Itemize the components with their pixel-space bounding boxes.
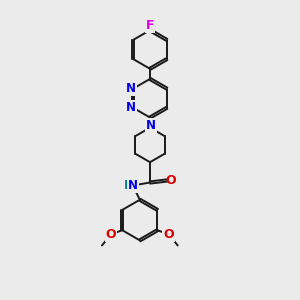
Text: O: O bbox=[163, 228, 174, 241]
Text: O: O bbox=[165, 174, 175, 187]
Text: F: F bbox=[146, 19, 154, 32]
Text: H: H bbox=[124, 179, 134, 192]
Text: O: O bbox=[106, 228, 116, 241]
Text: N: N bbox=[126, 82, 136, 95]
Text: N: N bbox=[128, 179, 138, 192]
Text: N: N bbox=[146, 119, 156, 132]
Text: N: N bbox=[126, 101, 136, 114]
